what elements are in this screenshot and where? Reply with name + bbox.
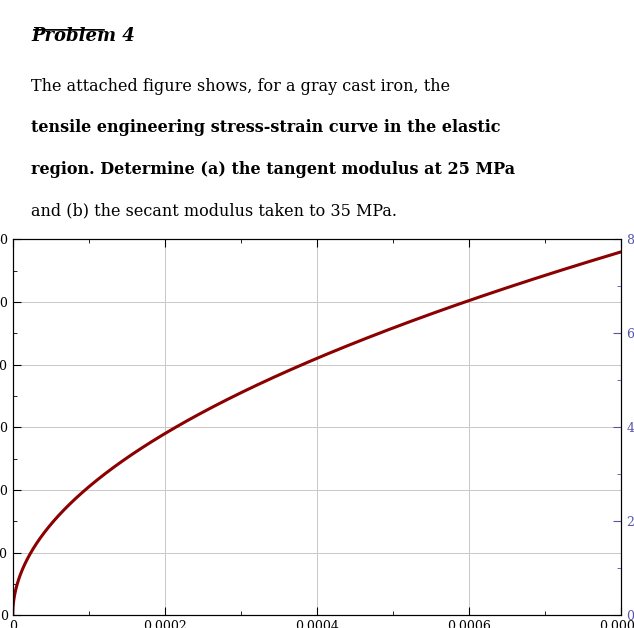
Text: and (b) the secant modulus taken to 35 MPa.: and (b) the secant modulus taken to 35 M… bbox=[31, 203, 397, 220]
Text: region. Determine (a) the tangent modulus at 25 MPa: region. Determine (a) the tangent modulu… bbox=[31, 161, 515, 178]
Text: tensile engineering stress-strain curve in the elastic: tensile engineering stress-strain curve … bbox=[31, 119, 500, 136]
Text: Problem 4: Problem 4 bbox=[31, 27, 134, 45]
Text: The attached figure shows, for a gray cast iron, the: The attached figure shows, for a gray ca… bbox=[31, 78, 450, 95]
